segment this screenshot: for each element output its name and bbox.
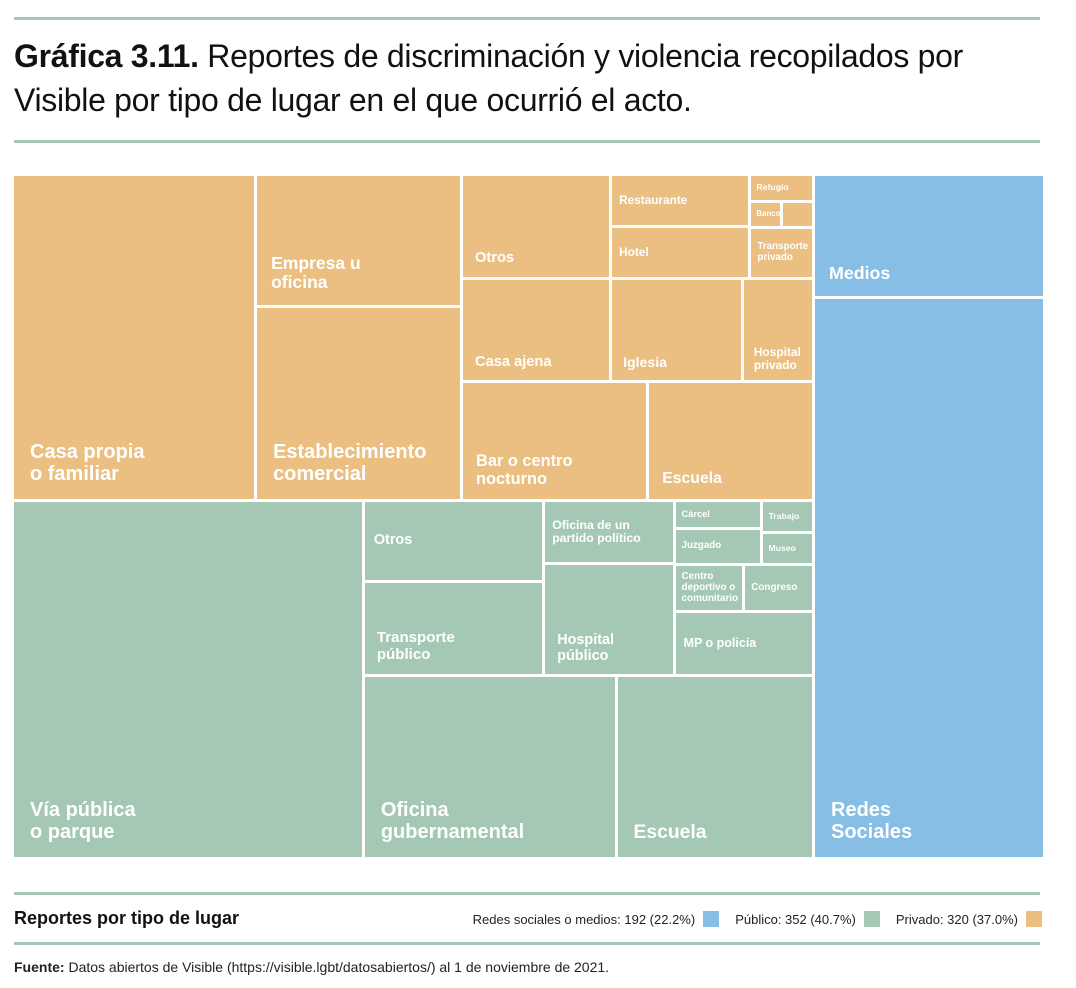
- tile: Trabajo: [763, 501, 812, 531]
- tile: Casa propia o familiar: [14, 176, 255, 499]
- tile: Otros: [364, 501, 543, 581]
- tile-label: Medios: [829, 263, 891, 284]
- tile: Centro deportivo o comunitario: [675, 565, 743, 611]
- tile-label: Oficina de un partido político: [552, 517, 641, 546]
- tile-label: Hospital público: [557, 631, 615, 664]
- tile-label: Casa ajena: [475, 354, 552, 371]
- legend-label: Redes sociales o medios: 192 (22.2%): [472, 911, 696, 927]
- source: Fuente: Datos abiertos de Visible (https…: [14, 959, 609, 975]
- tile-label: Empresa u oficina: [271, 253, 361, 293]
- tile-label: Casa propia o familiar: [30, 440, 145, 485]
- tile: Otros: [463, 176, 610, 277]
- treemap: Casa propia o familiar Empresa u oficina E…: [14, 176, 1043, 857]
- legend-title: Reportes por tipo de lugar: [14, 908, 240, 928]
- tile: Restaurante: [612, 176, 749, 225]
- tile: Redes Sociales: [815, 299, 1043, 857]
- source-text: Datos abiertos de Visible (https://visib…: [68, 959, 610, 975]
- tile-label: Restaurante: [619, 192, 688, 207]
- tile: Hotel: [612, 227, 749, 277]
- tile: Museo: [763, 533, 812, 563]
- rule: [14, 892, 1040, 895]
- legend: Redes sociales o medios: 192 (22.2%) Públ…: [473, 911, 1042, 927]
- title-label: Gráfica 3.11.: [14, 38, 199, 74]
- tile: Iglesia: [612, 279, 741, 381]
- tile-label: Centro deportivo o comunitario: [681, 570, 739, 604]
- tile-label: Oficina gubernamental: [380, 798, 525, 843]
- tile: Cárcel: [675, 501, 761, 527]
- tile-label: MP o policía: [683, 635, 757, 650]
- tile: Medios: [815, 176, 1043, 297]
- tile: Escuela: [618, 677, 812, 857]
- legend-label: Privado: 320 (37.0%): [895, 911, 1018, 927]
- tile: Casa ajena: [463, 279, 610, 381]
- tile-label: Establecimiento comercial: [273, 440, 427, 485]
- tile-label: Iglesia: [623, 353, 668, 370]
- rule: [14, 17, 1040, 20]
- legend-swatch: [703, 911, 720, 927]
- tile: Oficina gubernamental: [364, 677, 616, 857]
- legend-swatch: [863, 911, 880, 927]
- tile-label: Hotel: [619, 244, 649, 259]
- tile-label: Escuela: [662, 470, 722, 488]
- tile-label: Cárcel: [681, 509, 710, 520]
- tile: Hospital público: [545, 565, 673, 675]
- tile: Banco: [751, 202, 781, 227]
- tile-label: Banco: [756, 209, 781, 219]
- tile: Escuela: [649, 383, 812, 499]
- source-label: Fuente:: [14, 959, 65, 975]
- rule: [14, 942, 1040, 945]
- tile-label: Refugio: [756, 182, 789, 193]
- title-text: Reportes de discriminación y violencia r…: [14, 38, 964, 118]
- tile: Refugio: [751, 176, 812, 200]
- tile: Congreso: [745, 565, 812, 611]
- tile: Empresa u oficina: [257, 176, 460, 305]
- tile-label: Juzgado: [681, 539, 722, 551]
- tile: Transporte público: [364, 583, 543, 675]
- tile: Bar o centro nocturno: [463, 383, 647, 499]
- tile-label: Redes Sociales: [831, 799, 913, 843]
- rule: [14, 140, 1040, 143]
- tile-label: Transporte público: [376, 629, 455, 663]
- tile-label: Transporte privado: [757, 241, 809, 263]
- legend-label: Público: 352 (40.7%): [735, 911, 856, 927]
- tile: MP o policía: [675, 613, 812, 675]
- tile-label: Otros: [373, 532, 413, 549]
- tile: Juzgado: [675, 529, 761, 563]
- tile: Oficina de un partido político: [545, 501, 673, 563]
- tile-label: Trabajo: [768, 510, 800, 521]
- tile-label: Museo: [768, 542, 796, 553]
- tile: [783, 202, 812, 227]
- tile-label: Congreso: [751, 581, 798, 593]
- title: Gráfica 3.11. Reportes de discriminación…: [14, 34, 1054, 122]
- legend-swatch: [1026, 911, 1042, 927]
- tile-label: Otros: [475, 250, 515, 267]
- tile-label: Vía pública o parque: [30, 798, 136, 843]
- tile: Establecimiento comercial: [257, 307, 460, 499]
- tile-label: Bar o centro nocturno: [476, 451, 573, 488]
- tile: Vía pública o parque: [14, 501, 362, 857]
- tile: Transporte privado: [751, 229, 812, 277]
- tile-label: Hospital privado: [753, 344, 801, 373]
- tile: Hospital privado: [743, 279, 812, 381]
- tile-label: Escuela: [633, 821, 707, 843]
